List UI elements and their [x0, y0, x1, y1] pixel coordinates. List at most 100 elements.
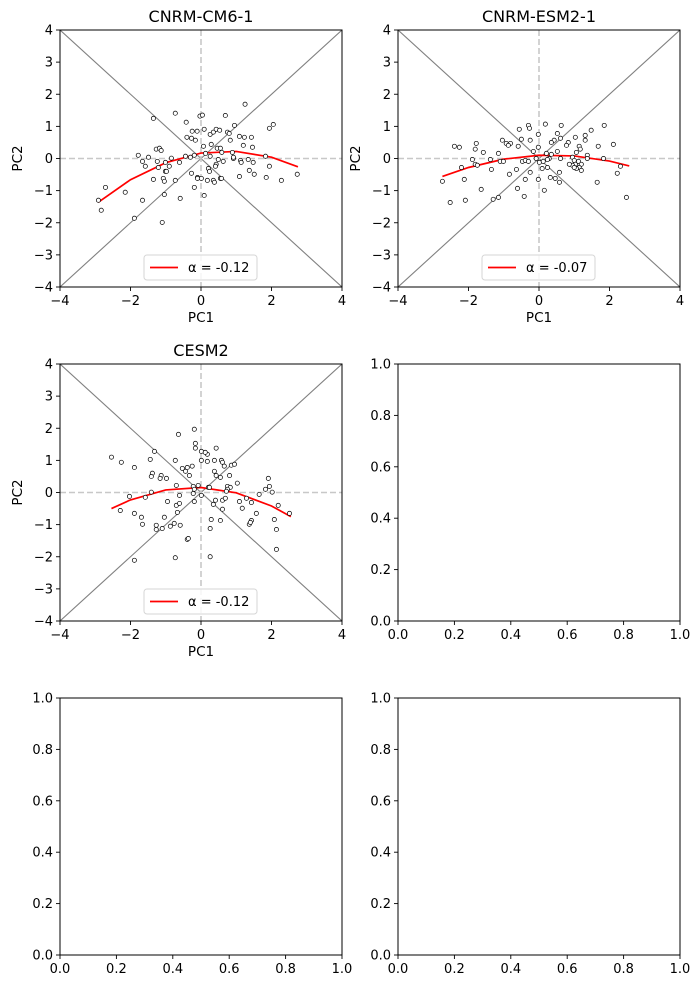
scatter-point: [266, 163, 272, 169]
y-axis-label: PC2: [10, 145, 26, 171]
y-tick-label: 0.8: [370, 743, 391, 758]
scatter-point: [527, 137, 533, 143]
scatter-point: [545, 157, 550, 162]
x-tick-label: −4: [50, 628, 69, 643]
scatter-point: [234, 480, 240, 486]
y-tick-label: 4: [45, 358, 53, 373]
fit-curve: [111, 486, 292, 518]
y-tick-label: −4: [34, 615, 53, 630]
scatter-point: [142, 163, 148, 169]
scatter-point: [220, 158, 226, 164]
scatter-point: [578, 167, 584, 173]
scatter-point: [230, 154, 236, 160]
y-tick-label: 0.0: [370, 615, 391, 630]
scatter-point: [187, 154, 193, 160]
x-tick-label: 4: [338, 628, 346, 643]
scatter-point: [227, 137, 233, 143]
scatter-point: [469, 157, 475, 162]
y-tick-label: 0.6: [370, 460, 391, 475]
scatter-point: [488, 166, 494, 172]
scatter-point: [556, 169, 562, 175]
scatter-point: [166, 163, 172, 169]
scatter-point: [287, 510, 292, 516]
scatter-point: [191, 184, 197, 190]
scatter-point: [211, 468, 217, 474]
scatter-point: [584, 156, 590, 161]
scatter-point: [207, 554, 213, 560]
scatter-point: [131, 215, 137, 221]
scatter-point: [516, 126, 522, 132]
axes-frame: [397, 697, 681, 956]
scatter-point: [140, 197, 145, 203]
scatter-point: [218, 175, 224, 181]
scatter-point: [473, 140, 479, 146]
scatter-point: [95, 197, 101, 203]
scatter-point: [239, 505, 245, 511]
y-tick-label: 1: [383, 120, 391, 135]
scatter-point: [162, 159, 168, 165]
scatter-point: [266, 483, 272, 489]
scatter-point: [211, 179, 217, 185]
y-tick-label: 0.8: [32, 743, 53, 758]
scatter-point: [155, 165, 161, 170]
subplot-3: −4 −2 0 2 4 −4 −3 −2 −1 0 1 2 3 4 CESM2 PC1 PC2 α = -0.12: [10, 341, 346, 660]
legend-box: [143, 254, 258, 281]
legend-label: α = -0.12: [188, 261, 249, 276]
y-tick-label: 0.2: [370, 897, 391, 912]
scatter-point: [232, 461, 237, 467]
y-tick-label: −3: [372, 248, 391, 263]
scatter-point: [545, 165, 550, 170]
x-tick-label: 0.8: [613, 962, 634, 977]
y-tick-label: 0.4: [32, 846, 53, 861]
scatter-point: [294, 171, 300, 177]
scatter-point: [223, 488, 229, 494]
scatter-point: [117, 508, 123, 513]
y-tick-label: 0.6: [370, 794, 391, 809]
scatter-point: [558, 122, 564, 128]
scatter-point: [217, 145, 223, 151]
scatter-point: [490, 196, 496, 202]
x-axis-label: PC1: [526, 310, 552, 326]
legend-box: [481, 254, 596, 281]
scatter-point: [174, 509, 180, 515]
x-tick-label: 1.0: [670, 628, 691, 643]
fit-curve: [442, 154, 630, 178]
x-tick-label: 0.0: [50, 962, 71, 977]
y-tick-label: 2: [45, 88, 53, 103]
scatter-point: [547, 175, 553, 180]
scatter-point: [552, 175, 558, 181]
scatter-point: [535, 144, 541, 150]
x-tick-label: 0: [197, 628, 205, 643]
subplot-1: −4 −2 0 2 4 −4 −3 −2 −1 0 1 2 3 4 CNRM-CM6-1 PC1 PC2 α = …: [10, 7, 346, 326]
scatter-point: [515, 143, 521, 149]
scatter-point: [211, 457, 217, 463]
x-tick-label: 0.2: [444, 962, 465, 977]
scatter-point: [131, 557, 137, 563]
x-tick-label: 2: [267, 628, 275, 643]
y-tick-label: 1.0: [370, 692, 391, 707]
x-tick-label: 0.6: [557, 962, 578, 977]
scatter-point: [184, 464, 190, 470]
scatter-point: [191, 499, 197, 504]
scatter-point: [207, 153, 213, 159]
scatter-point: [135, 152, 141, 158]
scatter-point: [109, 454, 114, 460]
scatter-point: [222, 113, 228, 118]
x-axis-label: PC1: [188, 310, 214, 326]
reference-lines: [60, 30, 342, 287]
scatter-point: [172, 555, 178, 561]
scatter-point: [207, 168, 212, 174]
scatter-point: [478, 186, 484, 192]
scatter-point: [159, 219, 165, 225]
scatter-point: [148, 473, 154, 479]
scatter-point: [530, 148, 536, 154]
subplot-6: 0.0 0.2 0.4 0.6 0.8 1.0 0.0 0.2 0.4 0.6 0.8 1.0: [370, 692, 690, 978]
scatter-point: [213, 473, 219, 478]
scatter-point: [208, 517, 214, 522]
x-tick-label: 0.0: [388, 962, 409, 977]
scatter-point: [527, 169, 533, 175]
scatter-point: [183, 119, 189, 125]
reference-lines: [60, 364, 342, 621]
y-tick-label: 0: [45, 486, 53, 501]
scatter-point: [582, 137, 588, 143]
